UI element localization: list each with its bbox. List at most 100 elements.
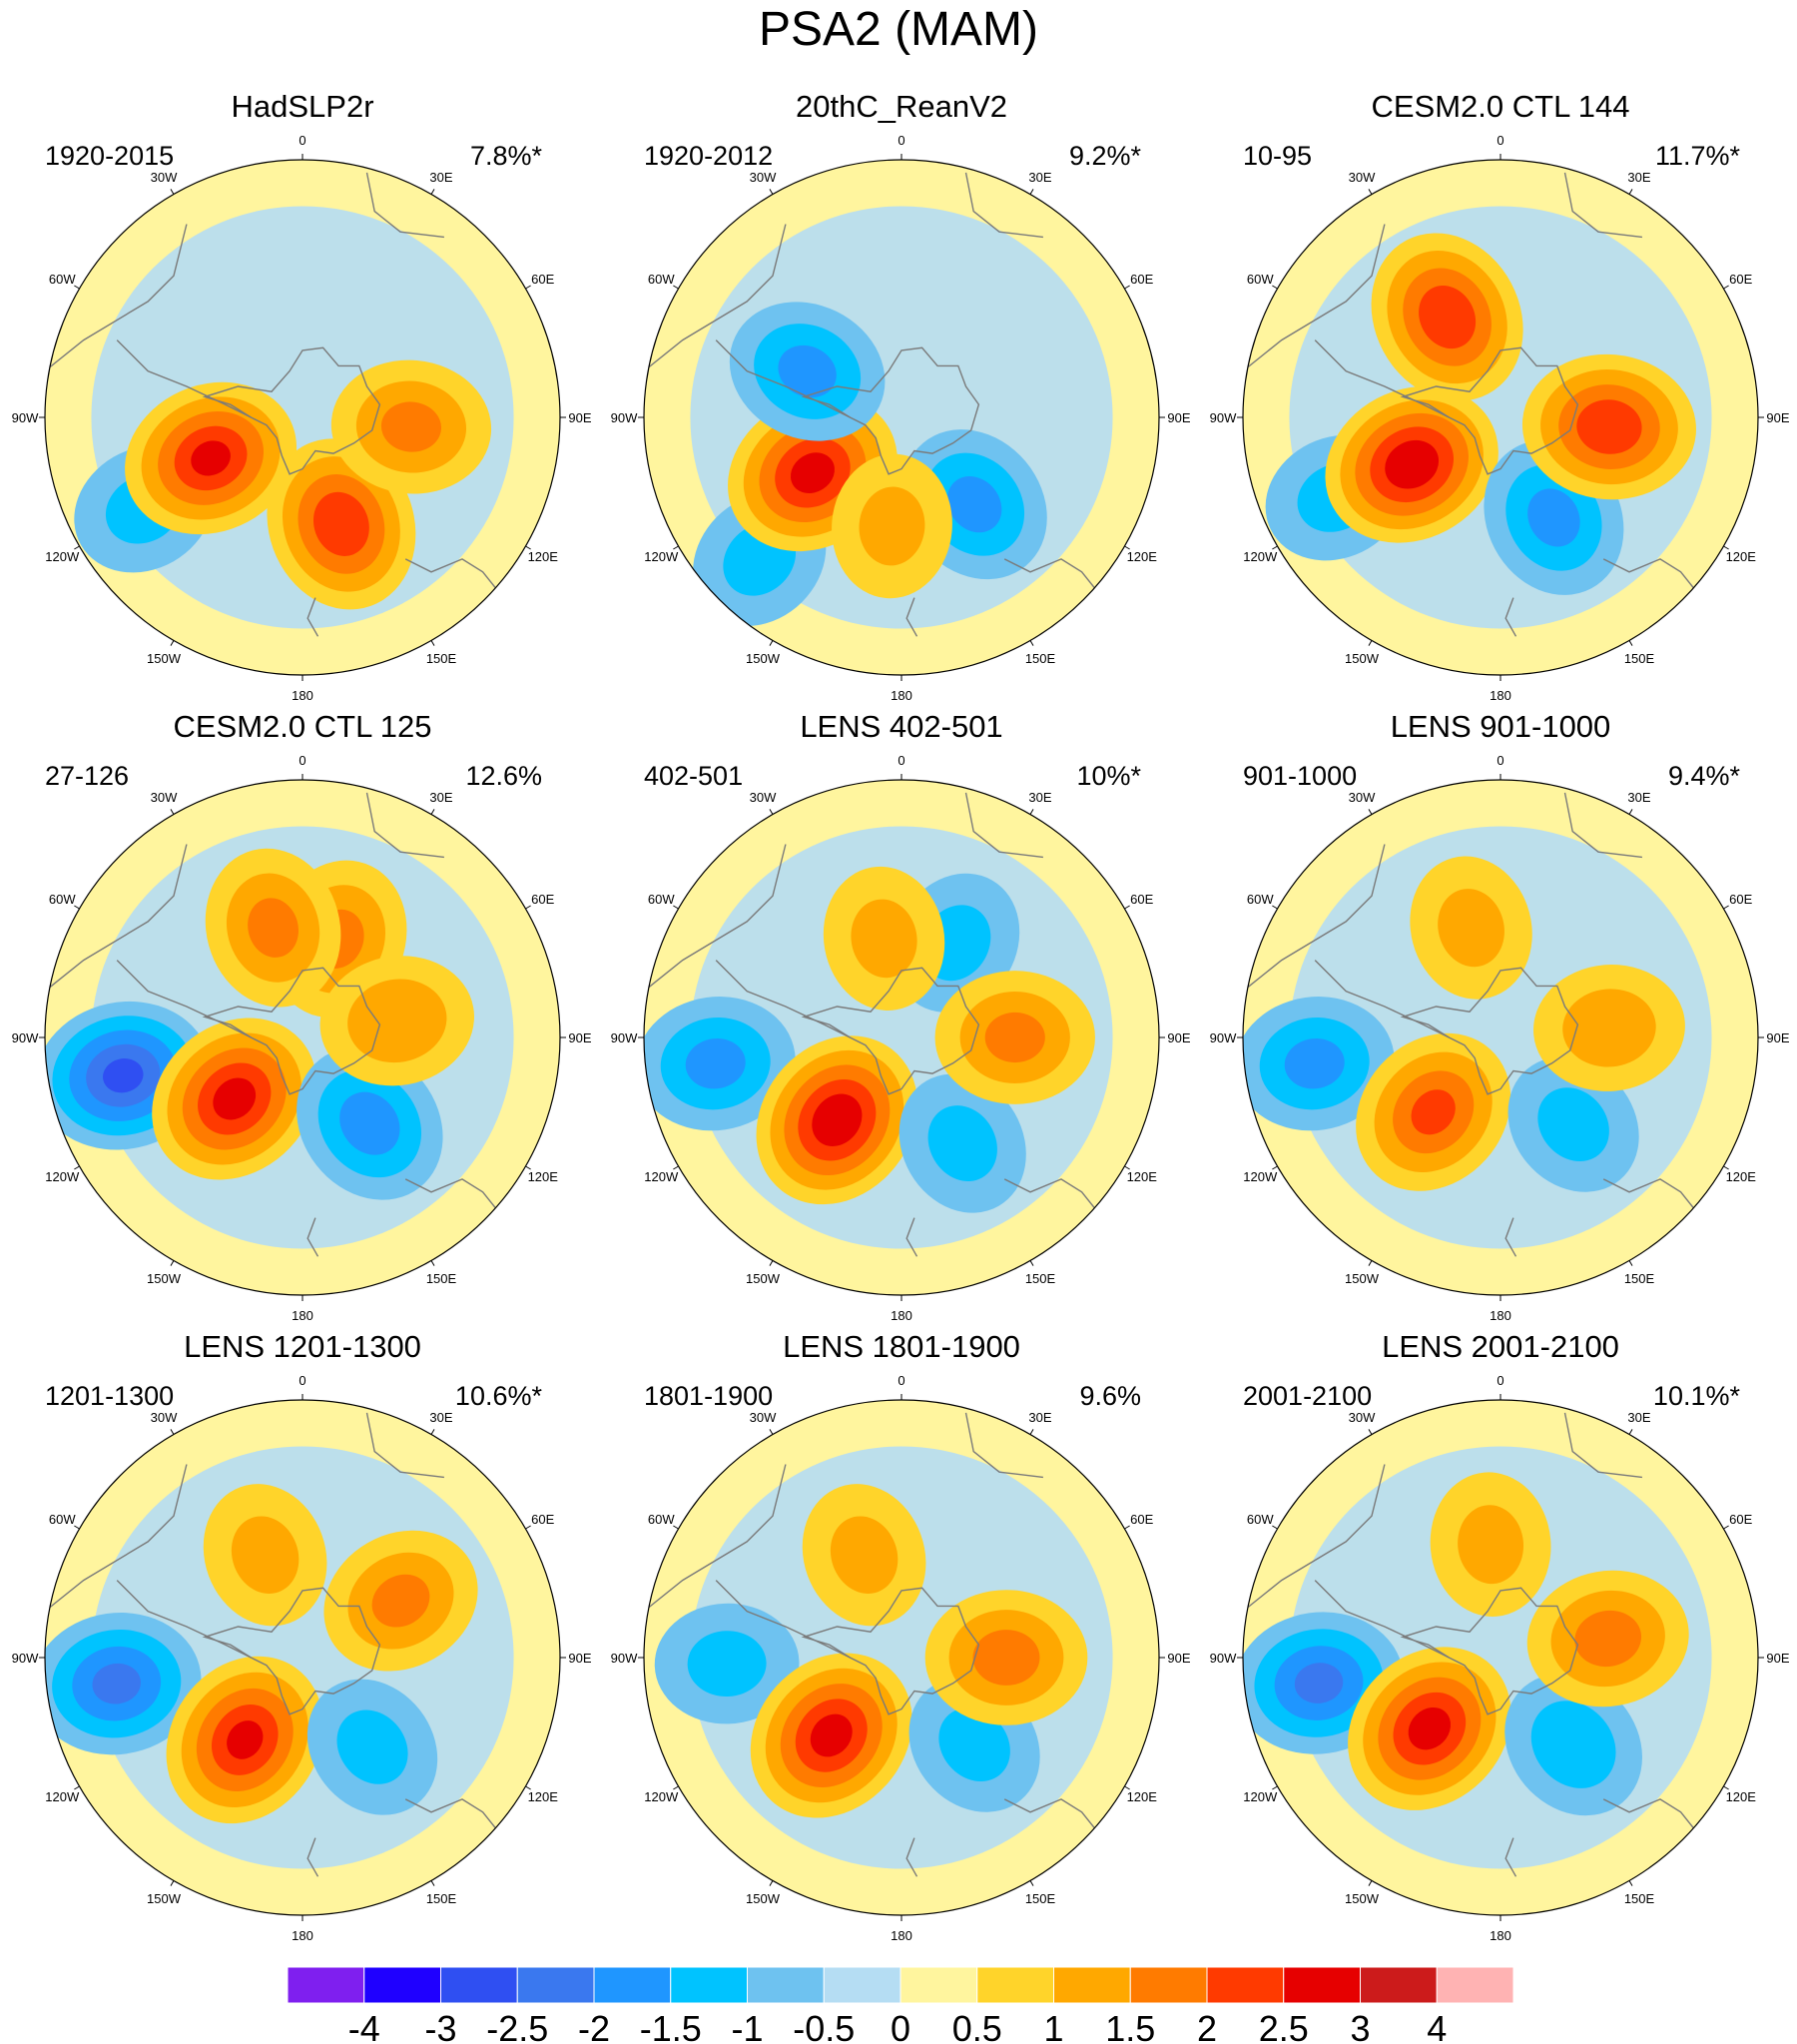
panel-variance: 11.7%* [1655, 141, 1741, 171]
panel-period: 402-501 [644, 761, 743, 791]
longitude-label: 180 [1490, 1308, 1511, 1323]
contour-level [778, 344, 837, 398]
colorbar-label: -1 [731, 2008, 763, 2044]
colorbar-cell [823, 1966, 901, 2004]
longitude-label: 60E [531, 1512, 554, 1527]
contour-level [248, 898, 299, 958]
colorbar-label: 2.5 [1259, 2008, 1309, 2044]
contour-level [1527, 488, 1580, 547]
contour-level [371, 1574, 430, 1628]
coastline [116, 960, 252, 1038]
panel-title: LENS 1801-1900 [783, 1329, 1020, 1364]
longitude-label: 120W [45, 1789, 80, 1804]
colorbar-cell [1360, 1966, 1438, 2004]
longitude-label: 0 [898, 1373, 904, 1388]
longitude-label: 120E [1726, 1169, 1757, 1184]
longitude-label: 30W [1349, 170, 1376, 185]
map-panel: 0 30E 60E 90E 120E 150E 180 150W 120W 90W 60W 30W CE… [12, 709, 592, 1323]
longitude-label: 30W [151, 790, 178, 805]
coastline [45, 844, 188, 993]
longitude-label: 30E [1627, 170, 1650, 185]
longitude-label: 0 [1497, 1373, 1503, 1388]
longitude-label: 150E [1624, 1891, 1655, 1906]
map-panel: 0 30E 60E 90E 120E 150E 180 150W 120W 90W 60W 30W 20… [611, 89, 1191, 703]
coastline [644, 224, 787, 372]
longitude-label: 90W [611, 410, 638, 425]
longitude-label: 30E [1028, 170, 1051, 185]
longitude-label: 30W [750, 790, 777, 805]
panel-period: 1920-2015 [45, 141, 174, 171]
panel-period: 2001-2100 [1243, 1381, 1372, 1411]
longitude-label: 30W [750, 170, 777, 185]
longitude-label: 60W [1247, 892, 1274, 907]
longitude-label: 90E [1766, 1651, 1789, 1666]
longitude-label: 60E [1729, 272, 1752, 287]
panel-title: LENS 1201-1300 [184, 1329, 421, 1364]
contour-level [927, 1105, 997, 1182]
longitude-label: 90E [1167, 1651, 1190, 1666]
colorbar-cell [516, 1966, 595, 2004]
longitude-label: 90W [12, 1030, 39, 1045]
coastline [365, 172, 444, 239]
contour-level [231, 1516, 300, 1594]
longitude-label: 60W [49, 272, 76, 287]
figure-title: PSA2 (MAM) [758, 3, 1039, 56]
longitude-label: 0 [898, 753, 904, 768]
colorbar-cell [899, 1966, 978, 2004]
longitude-label: 90W [1210, 1030, 1237, 1045]
coastline [1563, 792, 1642, 859]
longitude-label: 60W [1247, 272, 1274, 287]
coastline [116, 340, 252, 418]
contour-level [1438, 889, 1504, 968]
contour-level [1574, 1610, 1642, 1668]
longitude-label: 90W [611, 1030, 638, 1045]
longitude-label: 150E [426, 1891, 457, 1906]
panel-variance: 10.1%* [1653, 1381, 1741, 1411]
anomaly-field [644, 160, 1159, 675]
antarctica-coastline [1400, 967, 1579, 1095]
coastline [644, 1464, 787, 1613]
colorbar-label: -4 [348, 2008, 380, 2044]
longitude-label: 30W [1349, 1410, 1376, 1425]
contour-level [312, 491, 369, 556]
coastline [1314, 960, 1450, 1038]
map-panel: 0 30E 60E 90E 120E 150E 180 150W 120W 90W 60W 30W LE… [1210, 1329, 1790, 1943]
colorbar-cell [1053, 1966, 1131, 2004]
coastline [964, 792, 1043, 859]
antarctica-coastline [202, 967, 381, 1095]
coastline [1602, 558, 1702, 599]
coastline [365, 1412, 444, 1479]
coastline [306, 1217, 319, 1257]
longitude-label: 180 [891, 1308, 912, 1323]
contour-level [339, 1091, 400, 1155]
longitude-label: 30E [1627, 1410, 1650, 1425]
longitude-label: 60W [648, 1512, 675, 1527]
anomaly-field [45, 780, 560, 1295]
colorbar-label: -2 [578, 2008, 610, 2044]
longitude-label: 30W [750, 1410, 777, 1425]
panel-title: CESM2.0 CTL 144 [1371, 89, 1629, 124]
panel-variance: 9.2%* [1069, 141, 1142, 171]
longitude-label: 90E [1167, 1030, 1190, 1045]
antarctica-coastline [801, 1587, 980, 1715]
colorbar-label: -1.5 [640, 2008, 702, 2044]
contour-level [946, 476, 1002, 533]
colorbar-label: -0.5 [793, 2008, 855, 2044]
longitude-label: 90E [1167, 410, 1190, 425]
coastline [1504, 597, 1517, 637]
longitude-label: 60E [1729, 892, 1752, 907]
longitude-label: 60W [49, 1512, 76, 1527]
contour-level [859, 486, 925, 566]
map-panel: 0 30E 60E 90E 120E 150E 180 150W 120W 90W 60W 30W LE… [611, 1329, 1191, 1943]
contour-level [984, 1012, 1045, 1063]
colorbar-cell [440, 1966, 518, 2004]
longitude-label: 30W [151, 170, 178, 185]
colorbar-label: 1.5 [1105, 2008, 1155, 2044]
panel-period: 1201-1300 [45, 1381, 174, 1411]
longitude-label: 0 [1497, 753, 1503, 768]
longitude-label: 150W [1345, 1891, 1380, 1906]
coastline [45, 1464, 188, 1613]
colorbar-label: 1 [1043, 2008, 1063, 2044]
longitude-label: 90W [1210, 1651, 1237, 1666]
longitude-label: 150E [1624, 651, 1655, 666]
